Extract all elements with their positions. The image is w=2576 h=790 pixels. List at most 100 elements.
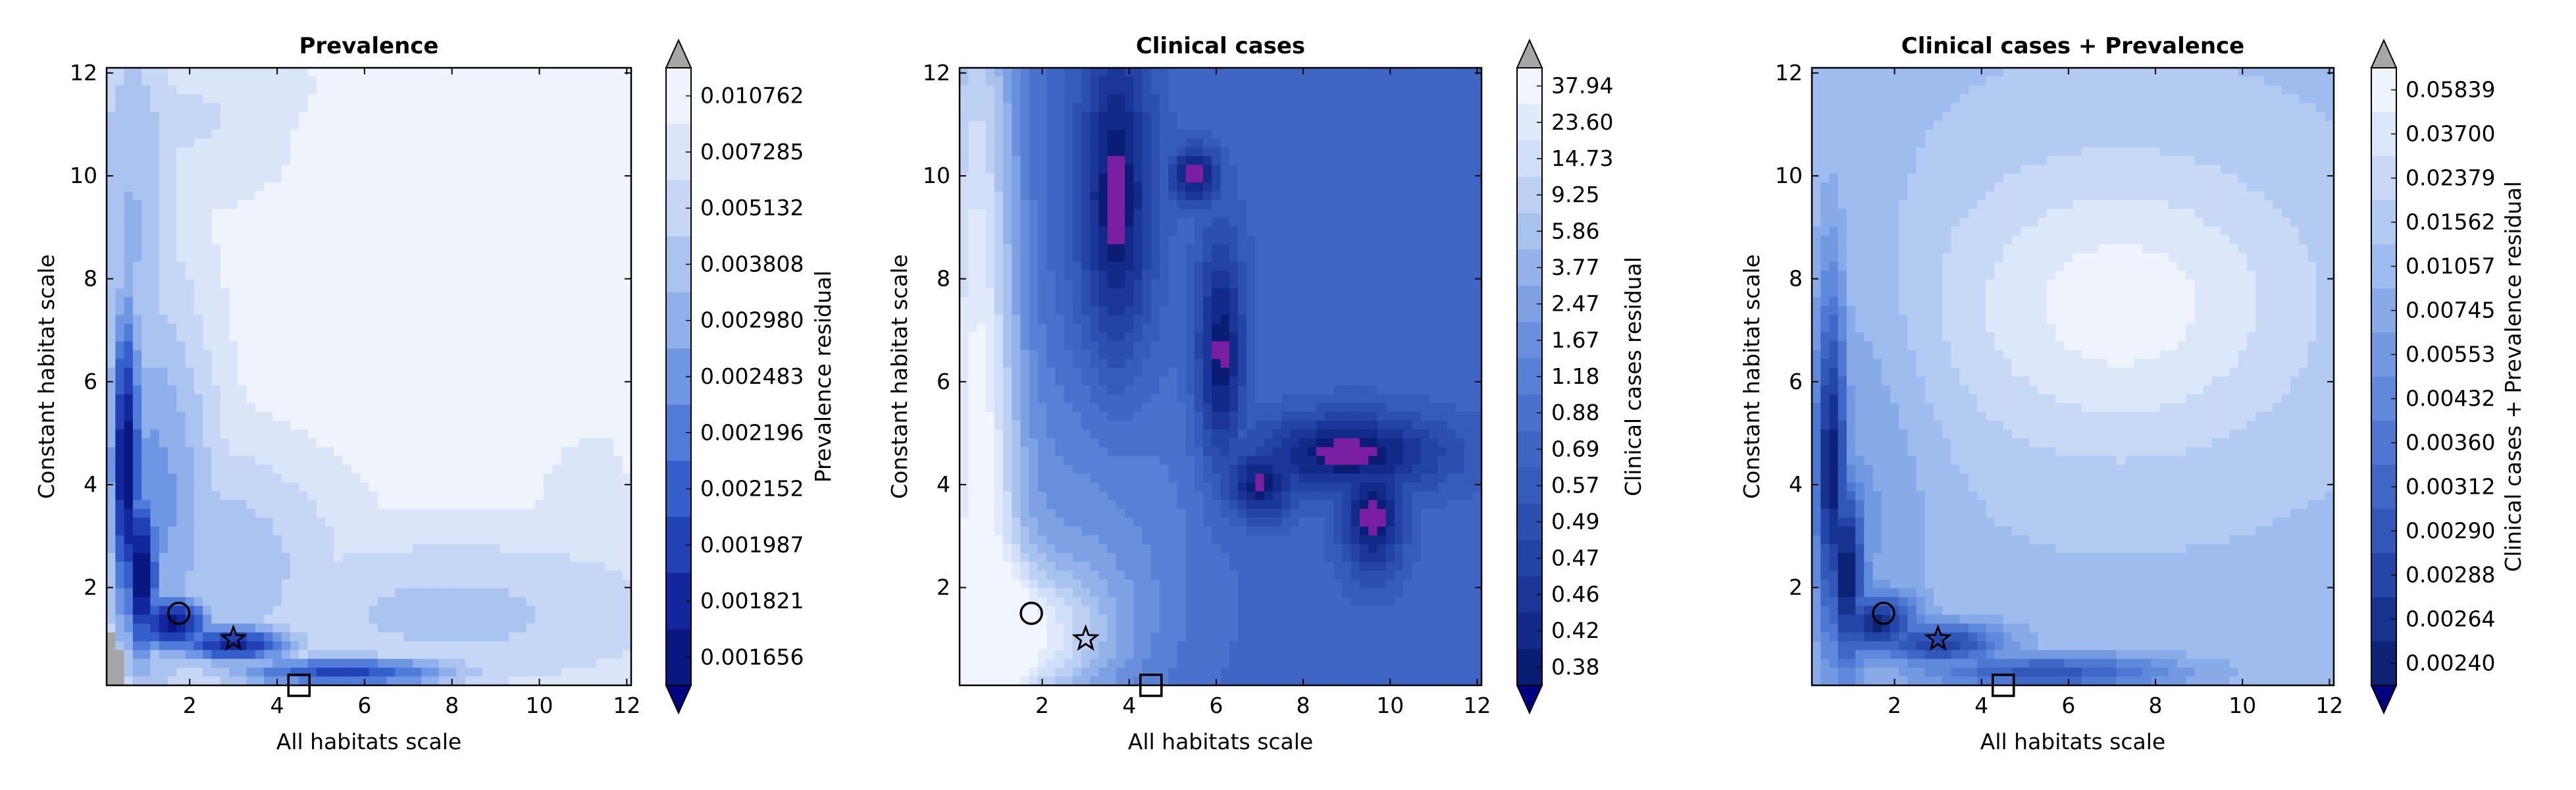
heatmap-cell (526, 129, 536, 139)
heatmap-cell (960, 650, 969, 660)
heatmap-cell (386, 332, 396, 342)
heatmap-cell (150, 456, 160, 465)
heatmap-cell (132, 614, 142, 624)
heatmap-cell (613, 200, 623, 209)
heatmap-cell (960, 305, 969, 315)
heatmap-cell (482, 200, 492, 209)
heatmap-cell (255, 465, 265, 474)
heatmap-cell (395, 341, 405, 351)
heatmap-cell (325, 526, 334, 536)
heatmap-cell (167, 332, 177, 342)
heatmap-cell (142, 261, 151, 271)
heatmap-cell (465, 579, 475, 589)
heatmap-cell (552, 261, 562, 271)
heatmap-cell (228, 473, 238, 483)
heatmap-cell (1037, 385, 1047, 395)
heatmap-cell (985, 447, 995, 457)
heatmap-cell (255, 235, 265, 245)
heatmap-cell (107, 570, 116, 580)
heatmap-cell (316, 182, 326, 192)
heatmap-cell (552, 473, 562, 483)
heatmap-cell (246, 94, 256, 104)
heatmap-cell (473, 650, 483, 660)
heatmap-cell (552, 500, 562, 510)
heatmap-cell (342, 403, 352, 413)
heatmap-cell (960, 421, 969, 430)
heatmap-cell (482, 588, 492, 598)
heatmap-cell (176, 632, 186, 642)
heatmap-cell (238, 668, 247, 677)
heatmap-cell (255, 429, 265, 439)
heatmap-cell (430, 641, 440, 650)
heatmap-cell (596, 297, 605, 307)
heatmap-cell (281, 465, 291, 474)
heatmap-cell (1037, 147, 1047, 157)
heatmap-cell (246, 103, 256, 113)
heatmap-cell (526, 465, 536, 474)
heatmap-cell (509, 429, 518, 439)
heatmap-cell (159, 323, 168, 333)
heatmap-cell (342, 597, 352, 606)
heatmap-cell (570, 253, 579, 263)
heatmap-cell (264, 535, 273, 545)
heatmap-cell (534, 288, 544, 298)
heatmap-cell (325, 411, 334, 421)
heatmap-cell (1037, 182, 1047, 192)
heatmap-cell (369, 562, 378, 571)
heatmap-cell (299, 614, 309, 624)
heatmap-cell (272, 421, 282, 430)
heatmap-cell (570, 323, 579, 333)
heatmap-cell (482, 491, 492, 501)
heatmap-cell (579, 279, 588, 289)
heatmap-cell (570, 191, 579, 201)
heatmap-cell (596, 367, 605, 377)
heatmap-cell (238, 129, 247, 139)
heatmap-cell (307, 94, 317, 104)
heatmap-cell (132, 447, 142, 457)
heatmap-cell (596, 112, 605, 121)
heatmap-cell (968, 165, 978, 174)
heatmap-cell (107, 112, 116, 121)
heatmap-cell (334, 315, 344, 325)
heatmap-cell (107, 315, 116, 325)
heatmap-cell (994, 456, 1004, 465)
heatmap-cell (473, 623, 483, 633)
heatmap-cell (403, 562, 413, 571)
heatmap-cell (395, 332, 405, 342)
heatmap-cell (552, 668, 562, 677)
heatmap-cell (377, 332, 387, 342)
heatmap-cell (570, 553, 579, 562)
heatmap-cell (456, 438, 466, 448)
heatmap-cell (290, 112, 299, 121)
heatmap-cell (150, 632, 160, 642)
heatmap-cell (351, 465, 361, 474)
heatmap-cell (334, 191, 344, 201)
heatmap-cell (605, 597, 615, 606)
heatmap-cell (220, 315, 230, 325)
heatmap-cell (596, 217, 605, 227)
heatmap-cell (176, 305, 186, 315)
heatmap-cell (1029, 411, 1039, 421)
heatmap-cell (395, 235, 405, 245)
heatmap-cell (985, 253, 995, 263)
heatmap-cell (176, 94, 186, 104)
heatmap-cell (500, 668, 509, 677)
heatmap-cell (220, 650, 230, 660)
heatmap-cell (272, 473, 282, 483)
heatmap-cell (290, 315, 299, 325)
heatmap-cell (159, 288, 168, 298)
heatmap-cell (491, 147, 501, 157)
heatmap-cell (351, 394, 361, 404)
heatmap-cell (526, 85, 536, 95)
heatmap-cell (193, 235, 203, 245)
heatmap-cell (517, 200, 527, 209)
heatmap-cell (544, 217, 554, 227)
heatmap-cell (290, 182, 299, 192)
heatmap-cell (491, 641, 501, 650)
heatmap-cell (994, 305, 1004, 315)
heatmap-cell (150, 235, 160, 245)
heatmap-cell (587, 235, 597, 245)
heatmap-cell (491, 332, 501, 342)
heatmap-cell (622, 553, 632, 562)
heatmap-cell (176, 315, 186, 325)
